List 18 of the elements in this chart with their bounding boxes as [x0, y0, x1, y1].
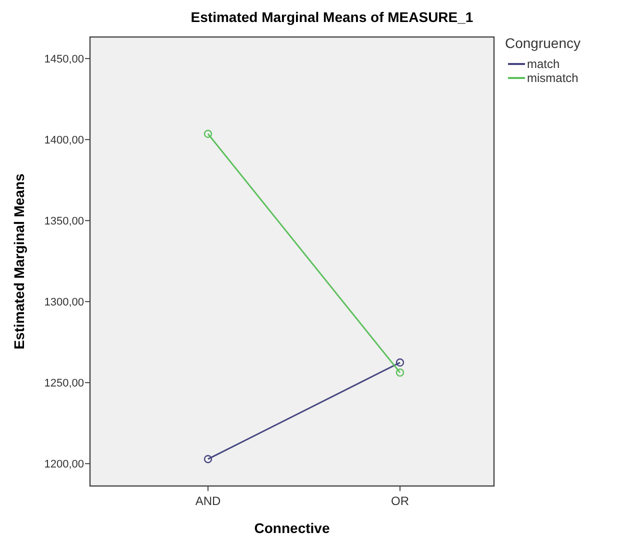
point	[204, 130, 212, 138]
chart-title: Estimated Marginal Means of MEASURE_1	[190, 9, 474, 25]
x-axis-title: Connective	[254, 520, 330, 536]
y-tick-label: 1350,00	[44, 215, 84, 228]
y-tick-label: 1200,00	[44, 458, 84, 470]
point	[396, 358, 404, 367]
point	[396, 368, 404, 377]
y-axis-title: Estimated Marginal Means	[11, 173, 27, 350]
y-tick-label: 1250,00	[44, 377, 84, 390]
x-tick-label: AND	[195, 494, 221, 508]
legend-label: match	[527, 57, 560, 72]
point	[204, 455, 212, 464]
x-tick-label: OR	[391, 494, 410, 508]
legend-title: Congruency	[505, 35, 580, 51]
legend-label: mismatch	[527, 71, 578, 86]
y-tick-label: 1450,00	[44, 53, 84, 66]
y-tick-label: 1300,00	[44, 296, 84, 308]
y-tick-label: 1400,00	[44, 134, 84, 146]
